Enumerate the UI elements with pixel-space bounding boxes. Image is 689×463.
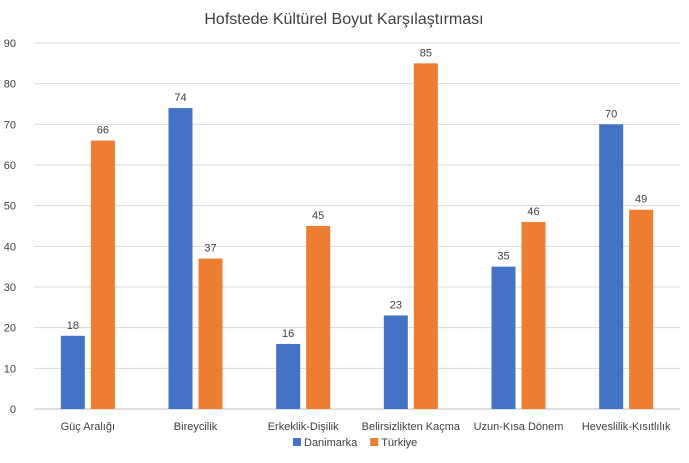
gridlines <box>34 42 680 410</box>
bar-turkiye <box>413 63 438 409</box>
data-label: 35 <box>497 251 509 263</box>
x-tick-label: Güç Aralığı <box>61 421 115 433</box>
data-labels: 18 66 74 37 16 45 23 85 35 46 70 49 <box>67 47 648 340</box>
x-tick-label: Heveslilik-Kısıtlılık <box>582 421 671 433</box>
bar-danimarka <box>599 124 624 409</box>
x-tick-label: Uzun-Kısa Dönem <box>474 421 564 433</box>
bar-turkiye <box>90 140 115 409</box>
bars <box>60 63 654 410</box>
legend-label: Danimarka <box>304 437 358 449</box>
y-tick-label: 70 <box>4 119 16 131</box>
data-label: 16 <box>282 328 294 340</box>
bar-danimarka <box>383 315 408 409</box>
bar-danimarka <box>60 335 85 409</box>
data-label: 23 <box>390 299 402 311</box>
x-tick-label: Bireycilik <box>174 421 218 433</box>
legend-swatch <box>293 438 301 446</box>
y-tick-label: 30 <box>4 282 16 294</box>
data-label: 46 <box>527 206 539 218</box>
bar-turkiye <box>521 221 546 409</box>
data-label: 37 <box>204 243 216 255</box>
y-axis: 0 10 20 30 40 50 60 70 80 90 <box>4 38 16 416</box>
bar-turkiye <box>306 226 331 409</box>
bar-turkiye <box>198 258 223 409</box>
x-tick-label: Belirsizlikten Kaçma <box>362 421 461 433</box>
bar-turkiye <box>629 209 654 409</box>
y-tick-label: 60 <box>4 160 16 172</box>
chart-title: Hofstede Kültürel Boyut Karşılaştırması <box>204 11 483 28</box>
y-tick-label: 90 <box>4 38 16 50</box>
x-tick-label: Erkeklik-Dişilik <box>268 421 339 433</box>
bar-danimarka <box>491 266 516 409</box>
data-label: 45 <box>312 210 324 222</box>
y-tick-label: 40 <box>4 241 16 253</box>
legend: Danimarka Türkiye <box>293 437 417 449</box>
data-label: 70 <box>605 108 617 120</box>
x-axis: Güç Aralığı Bireycilik Erkeklik-Dişilik Bel… <box>61 421 671 433</box>
y-tick-label: 80 <box>4 79 16 91</box>
data-label: 74 <box>174 92 186 104</box>
data-label: 18 <box>67 320 79 332</box>
legend-swatch <box>370 438 379 446</box>
y-tick-label: 0 <box>10 404 16 416</box>
legend-label: Türkiye <box>381 437 417 449</box>
bar-danimarka <box>168 108 193 410</box>
y-tick-label: 20 <box>4 323 16 335</box>
y-tick-label: 50 <box>4 201 16 213</box>
data-label: 85 <box>420 47 432 59</box>
y-tick-label: 10 <box>4 363 16 375</box>
bar-danimarka <box>276 343 301 409</box>
data-label: 49 <box>635 194 647 206</box>
data-label: 66 <box>97 125 109 137</box>
